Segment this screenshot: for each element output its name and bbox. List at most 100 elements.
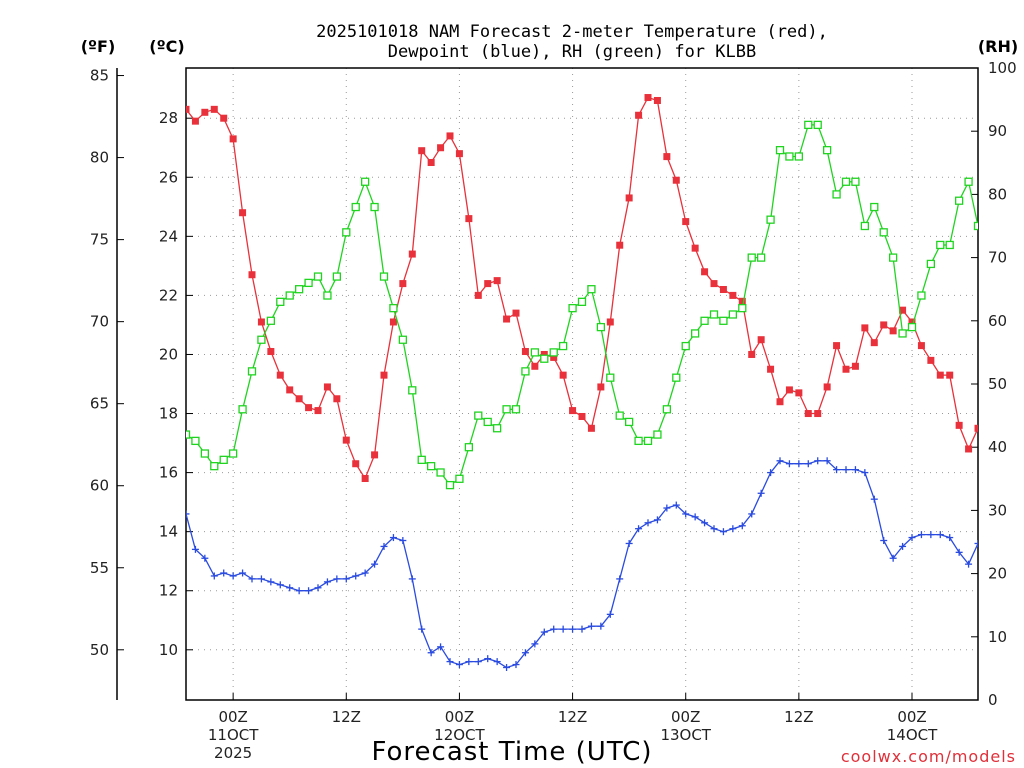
celsius-tick-label: 28 — [159, 109, 178, 127]
data-point — [427, 649, 435, 657]
data-point — [257, 318, 265, 326]
fahrenheit-unit-label: (ºF) — [81, 37, 116, 56]
data-point — [860, 221, 870, 231]
data-point — [851, 362, 859, 370]
data-point — [710, 280, 718, 288]
data-point — [294, 285, 304, 294]
data-point — [455, 474, 464, 483]
data-point — [550, 625, 558, 633]
data-point — [502, 405, 511, 414]
celsius-tick-label: 20 — [159, 345, 178, 363]
data-point — [587, 285, 596, 294]
data-point — [804, 120, 813, 130]
data-point — [691, 513, 699, 521]
data-point — [616, 575, 624, 583]
data-point — [597, 622, 605, 630]
data-point — [833, 466, 841, 474]
data-point — [352, 572, 360, 580]
data-point — [200, 449, 210, 458]
series-line — [186, 460, 978, 669]
data-point — [370, 202, 379, 212]
fahrenheit-tick-label: 55 — [90, 559, 109, 577]
data-point — [946, 534, 954, 542]
data-point — [455, 150, 463, 158]
data-point — [597, 383, 605, 391]
data-point — [625, 539, 633, 547]
data-point — [399, 280, 407, 288]
data-point — [653, 96, 661, 104]
fahrenheit-tick-label: 65 — [90, 395, 109, 413]
data-point — [531, 640, 539, 648]
data-point — [314, 407, 322, 415]
celsius-tick-label: 16 — [159, 464, 178, 482]
data-point — [220, 114, 228, 122]
celsius-tick-label: 18 — [159, 405, 178, 423]
data-point — [247, 367, 257, 376]
data-point — [822, 146, 832, 155]
data-point — [191, 117, 199, 125]
data-point — [946, 371, 954, 379]
data-point — [823, 383, 831, 391]
data-point — [672, 501, 680, 509]
data-point — [305, 404, 313, 412]
fahrenheit-tick-label: 75 — [90, 231, 109, 249]
data-point — [899, 542, 907, 550]
data-point — [267, 578, 275, 586]
data-point — [606, 373, 615, 382]
data-point — [446, 132, 454, 140]
data-point — [437, 144, 445, 152]
data-point — [266, 316, 276, 325]
data-point — [634, 436, 643, 446]
data-point — [813, 120, 822, 130]
data-point — [926, 259, 936, 269]
data-point — [889, 554, 897, 562]
data-point — [908, 318, 916, 326]
data-point — [587, 424, 595, 432]
data-point — [879, 228, 888, 237]
data-point — [738, 297, 746, 305]
data-point — [360, 177, 370, 186]
celsius-tick-label: 12 — [159, 582, 178, 600]
data-point — [238, 405, 247, 414]
data-point — [748, 350, 756, 358]
data-point — [323, 578, 331, 586]
data-point — [521, 348, 529, 356]
x-tick-label: 00Z — [897, 708, 926, 726]
data-point — [776, 457, 784, 465]
data-point — [531, 362, 539, 370]
data-point — [653, 516, 661, 524]
data-point — [974, 424, 978, 432]
data-point — [804, 410, 812, 418]
data-point — [379, 272, 389, 281]
x-tick-label: 12Z — [784, 708, 813, 726]
data-point — [201, 554, 209, 562]
data-point — [841, 177, 851, 186]
data-point — [898, 329, 907, 338]
data-point — [474, 658, 482, 666]
data-point — [569, 407, 577, 415]
series-2-meter-temperature — [186, 94, 978, 483]
data-point — [342, 575, 350, 583]
data-point — [701, 519, 709, 527]
data-point — [767, 469, 775, 477]
data-point — [333, 575, 341, 583]
fahrenheit-tick-label: 50 — [90, 641, 109, 659]
rh-tick-label: 80 — [988, 185, 1007, 203]
data-point — [729, 291, 737, 299]
data-point — [870, 202, 879, 212]
data-point — [794, 152, 804, 161]
data-point — [719, 285, 727, 293]
x-axis-title: Forecast Time (UTC) — [371, 737, 652, 767]
data-point — [465, 658, 473, 666]
data-point — [323, 291, 332, 300]
data-point — [643, 436, 653, 446]
x-tick-date: 11OCT — [208, 726, 259, 744]
data-point — [889, 327, 897, 335]
data-point — [880, 537, 888, 545]
rh-tick-label: 10 — [988, 628, 1007, 646]
data-point — [445, 480, 455, 490]
data-point — [748, 510, 756, 518]
data-point — [644, 94, 652, 102]
